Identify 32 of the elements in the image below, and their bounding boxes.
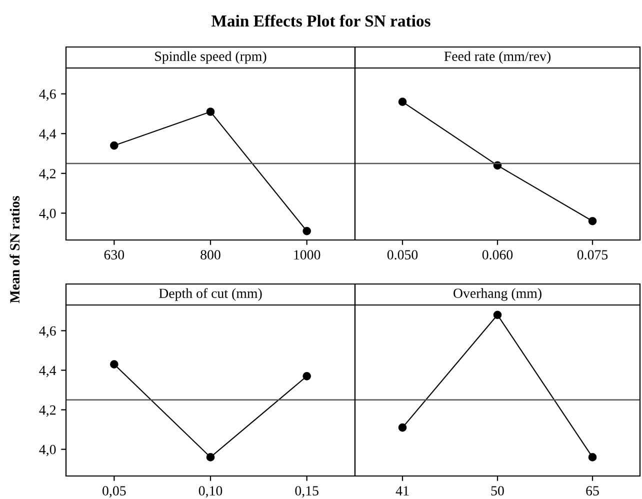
point xyxy=(206,108,215,116)
y-tick-label: 4,6 xyxy=(39,89,56,101)
chart-subtitle: Overhang (mm) xyxy=(454,288,542,301)
chart-subtitle: Feed rate (mm/rev) xyxy=(444,51,550,64)
y-axis-title: Mean of SN ratios xyxy=(10,196,20,304)
x-tick-label: 800 xyxy=(200,250,220,260)
y-tick-label: 4,4 xyxy=(39,366,56,378)
point xyxy=(302,372,311,380)
point xyxy=(110,360,118,368)
point xyxy=(206,453,215,462)
x-tick-label: 1000 xyxy=(294,250,320,260)
point xyxy=(110,141,118,150)
x-tick-label: 0.060 xyxy=(482,250,513,260)
chart-subtitle: Spindle speed (rpm) xyxy=(155,51,266,64)
y-tick-label: 4,2 xyxy=(39,169,56,180)
y-tick-label: 4,0 xyxy=(39,444,56,456)
x-tick-label: 0.050 xyxy=(387,250,418,260)
point xyxy=(302,226,311,236)
x-tick-label: 41 xyxy=(396,486,409,496)
x-tick-label: 0,15 xyxy=(295,486,318,498)
x-tick-label: 630 xyxy=(104,250,124,260)
x-tick-label: 65 xyxy=(586,486,599,496)
x-tick-label: 0.075 xyxy=(577,250,608,260)
chart-subtitle: Depth of cut (mm) xyxy=(159,288,262,301)
y-tick-label: 4,4 xyxy=(39,129,56,141)
x-tick-label: 50 xyxy=(491,486,504,496)
y-tick-label: 4,2 xyxy=(39,405,56,417)
y-tick-label: 4,6 xyxy=(39,326,56,338)
y-tick-label: 4,0 xyxy=(39,208,56,220)
chart-title: Main Effects Plot for SN ratios xyxy=(212,14,430,27)
x-tick-label: 0,05 xyxy=(102,486,126,498)
x-tick-label: 0,10 xyxy=(198,486,222,498)
